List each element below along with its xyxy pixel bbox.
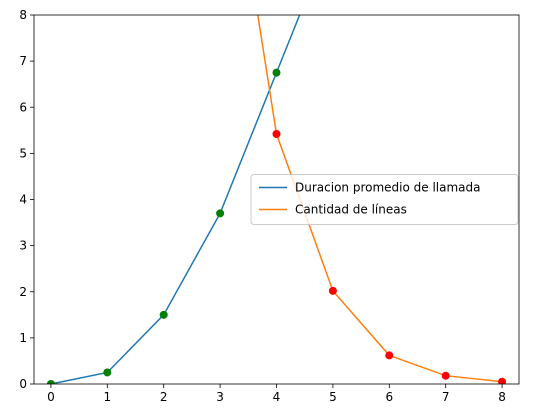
point [46, 380, 55, 384]
point [498, 377, 507, 384]
line [257, 15, 503, 383]
y-tick-label: 8 [19, 8, 27, 22]
y-tick-label: 1 [19, 331, 27, 345]
point [216, 209, 225, 218]
y-tick-label: 2 [19, 285, 27, 299]
y-tick-label: 7 [19, 54, 27, 68]
point [441, 371, 450, 380]
point [159, 310, 168, 319]
y-tick-label: 0 [19, 377, 27, 391]
point [272, 130, 281, 139]
point [328, 286, 337, 295]
y-tick-label: 5 [19, 146, 27, 160]
x-tick-label: 5 [329, 390, 337, 404]
x-tick-label: 1 [103, 390, 111, 404]
x-tick-label: 7 [442, 390, 450, 404]
x-tick-label: 0 [47, 390, 55, 404]
x-tick-label: 6 [385, 390, 393, 404]
y-tick-label: 4 [19, 193, 27, 207]
x-tick-label: 4 [273, 390, 281, 404]
line [50, 15, 301, 384]
point [272, 68, 281, 77]
y-tick-label: 3 [19, 239, 27, 253]
legend-box [250, 174, 519, 225]
y-tick-label: 6 [19, 100, 27, 114]
legend-label: Duracion promedio de llamada [295, 181, 480, 195]
axes-frame [33, 14, 520, 385]
legend-label: Cantidad de líneas [295, 203, 407, 217]
x-tick-label: 3 [216, 390, 224, 404]
x-tick-label: 8 [498, 390, 506, 404]
point [385, 351, 394, 360]
plot-area [46, 15, 507, 384]
x-tick-label: 2 [160, 390, 168, 404]
point [103, 368, 112, 377]
